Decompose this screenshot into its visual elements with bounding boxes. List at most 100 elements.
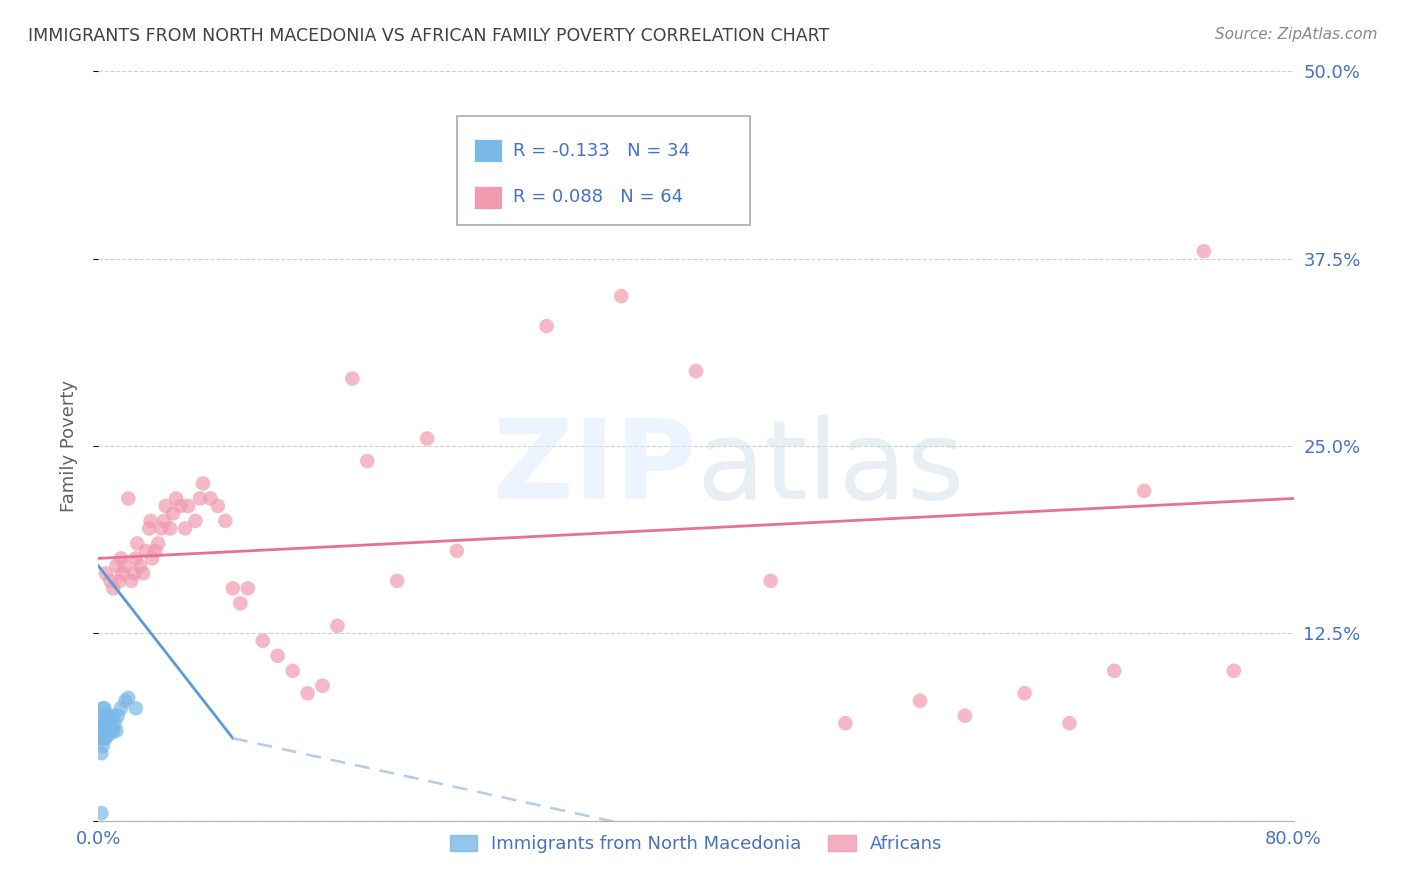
Y-axis label: Family Poverty: Family Poverty bbox=[59, 380, 77, 512]
Point bbox=[125, 701, 148, 715]
Point bbox=[117, 690, 139, 705]
Point bbox=[117, 491, 139, 506]
Point bbox=[236, 582, 259, 596]
Point bbox=[127, 536, 149, 550]
Point bbox=[91, 701, 114, 715]
Point bbox=[207, 499, 229, 513]
FancyBboxPatch shape bbox=[474, 139, 502, 162]
Point bbox=[200, 491, 222, 506]
Point bbox=[150, 521, 173, 535]
Point bbox=[506, 124, 529, 138]
Point bbox=[1014, 686, 1036, 700]
Point bbox=[267, 648, 290, 663]
FancyBboxPatch shape bbox=[457, 116, 749, 225]
Text: atlas: atlas bbox=[696, 415, 965, 522]
Point bbox=[281, 664, 304, 678]
Point bbox=[114, 694, 136, 708]
Point bbox=[91, 739, 114, 753]
Point bbox=[94, 566, 117, 581]
Point bbox=[103, 708, 125, 723]
Point bbox=[148, 536, 170, 550]
Point bbox=[908, 694, 931, 708]
Point bbox=[177, 499, 200, 513]
Text: R = -0.133   N = 34: R = -0.133 N = 34 bbox=[513, 142, 690, 160]
Point bbox=[356, 454, 378, 468]
Point bbox=[96, 721, 118, 735]
Point bbox=[90, 746, 112, 760]
Point bbox=[91, 731, 114, 746]
Point bbox=[90, 708, 112, 723]
Point bbox=[120, 574, 142, 588]
Point bbox=[834, 716, 856, 731]
Point bbox=[94, 723, 117, 738]
Point bbox=[96, 727, 118, 741]
Point bbox=[93, 716, 115, 731]
Point bbox=[159, 521, 181, 535]
Point bbox=[1223, 664, 1246, 678]
Legend: Immigrants from North Macedonia, Africans: Immigrants from North Macedonia, African… bbox=[443, 828, 949, 860]
Point bbox=[101, 721, 124, 735]
Point bbox=[129, 558, 152, 573]
Point bbox=[342, 371, 364, 385]
Point bbox=[97, 723, 120, 738]
Point bbox=[188, 491, 211, 506]
Point bbox=[105, 558, 128, 573]
Point bbox=[103, 582, 125, 596]
Point bbox=[252, 633, 274, 648]
Point bbox=[104, 716, 127, 731]
Point bbox=[125, 551, 148, 566]
Point bbox=[138, 521, 160, 535]
FancyBboxPatch shape bbox=[474, 186, 502, 209]
Point bbox=[108, 574, 131, 588]
Point bbox=[90, 806, 112, 821]
Text: Source: ZipAtlas.com: Source: ZipAtlas.com bbox=[1215, 27, 1378, 42]
Point bbox=[103, 723, 125, 738]
Text: ZIP: ZIP bbox=[492, 415, 696, 522]
Point bbox=[107, 708, 129, 723]
Point bbox=[162, 507, 184, 521]
Point bbox=[416, 432, 439, 446]
Point bbox=[191, 476, 214, 491]
Point bbox=[326, 619, 349, 633]
Point bbox=[93, 731, 115, 746]
Point bbox=[174, 521, 197, 535]
Point bbox=[610, 289, 633, 303]
Point bbox=[89, 731, 111, 746]
Point bbox=[229, 596, 252, 610]
Point bbox=[446, 544, 468, 558]
Point bbox=[93, 701, 115, 715]
Point bbox=[97, 708, 120, 723]
Point bbox=[311, 679, 333, 693]
Point bbox=[685, 364, 707, 378]
Point bbox=[96, 712, 118, 726]
Point bbox=[536, 319, 558, 334]
Point bbox=[91, 716, 114, 731]
Point bbox=[759, 574, 782, 588]
Point bbox=[141, 551, 163, 566]
Point bbox=[1133, 483, 1156, 498]
Point bbox=[90, 723, 112, 738]
Point bbox=[135, 544, 157, 558]
Point bbox=[169, 499, 191, 513]
Point bbox=[94, 708, 117, 723]
Text: R = 0.088   N = 64: R = 0.088 N = 64 bbox=[513, 188, 683, 206]
Point bbox=[110, 551, 132, 566]
Point bbox=[98, 712, 122, 726]
Point bbox=[214, 514, 236, 528]
Point bbox=[953, 708, 976, 723]
Point bbox=[297, 686, 319, 700]
Point bbox=[89, 716, 111, 731]
Point bbox=[114, 558, 136, 573]
Point bbox=[139, 514, 162, 528]
Point bbox=[132, 566, 155, 581]
Point bbox=[153, 514, 176, 528]
Point bbox=[184, 514, 207, 528]
Point bbox=[155, 499, 177, 513]
Point bbox=[1104, 664, 1126, 678]
Point bbox=[110, 701, 132, 715]
Point bbox=[385, 574, 409, 588]
Point bbox=[111, 566, 134, 581]
Point bbox=[98, 574, 122, 588]
Text: IMMIGRANTS FROM NORTH MACEDONIA VS AFRICAN FAMILY POVERTY CORRELATION CHART: IMMIGRANTS FROM NORTH MACEDONIA VS AFRIC… bbox=[28, 27, 830, 45]
Point bbox=[222, 582, 245, 596]
